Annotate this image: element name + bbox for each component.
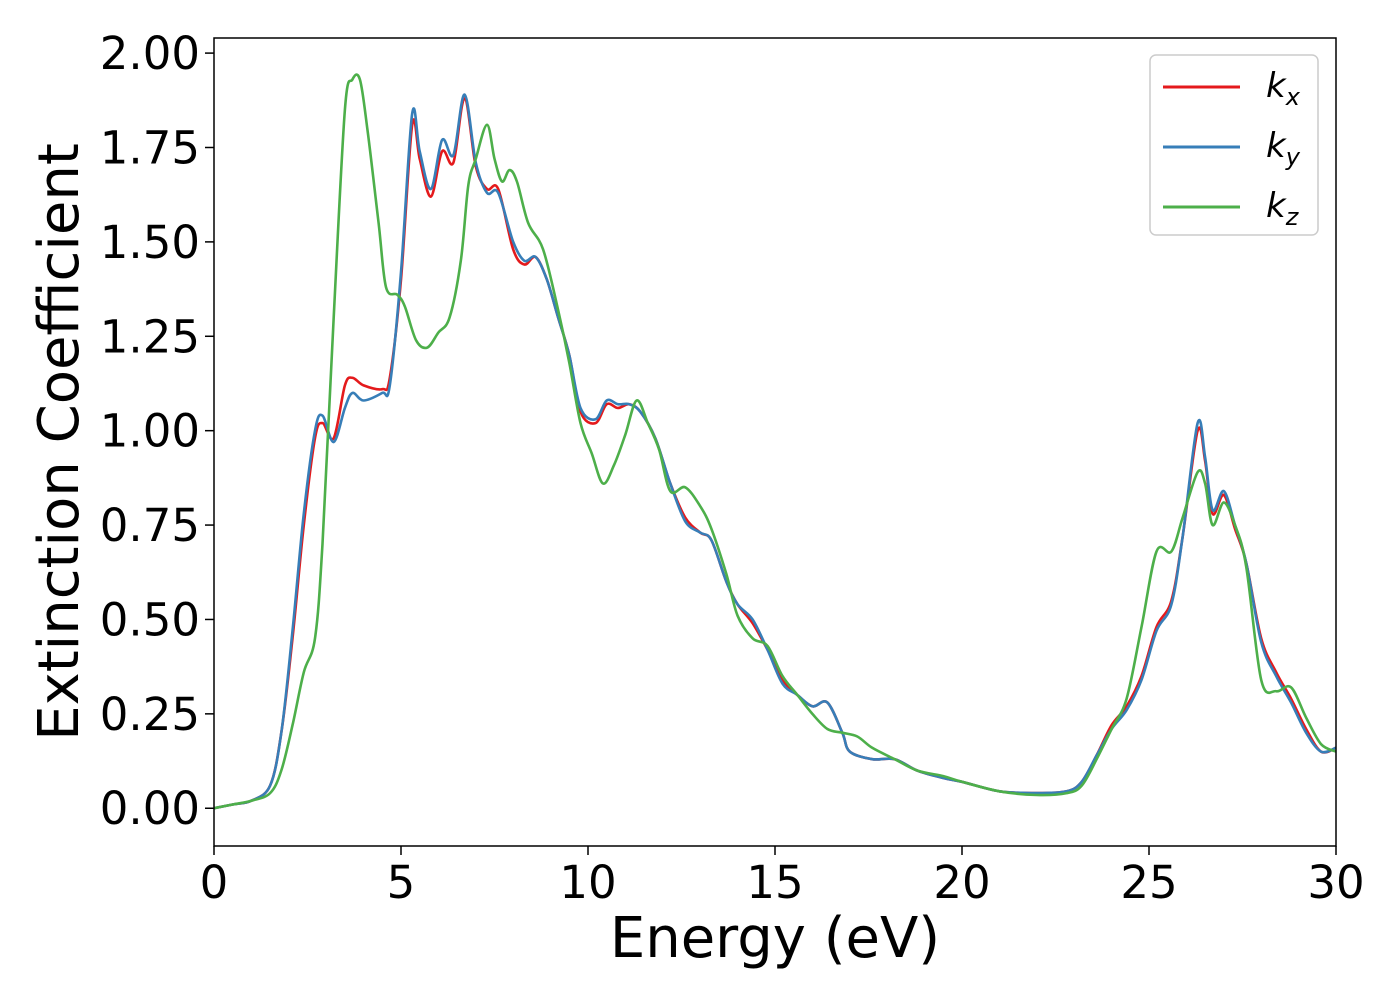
y-tick-label: 0.00: [100, 782, 200, 835]
x-axis-title: Energy (eV): [610, 906, 940, 971]
y-tick-label: 1.50: [100, 216, 200, 269]
x-tick-label: 10: [559, 856, 616, 909]
x-tick-label: 0: [200, 856, 229, 909]
x-tick-label: 5: [387, 856, 416, 909]
legend-label-kx: kx: [1266, 66, 1301, 111]
y-tick-label: 1.00: [100, 405, 200, 458]
legend-label-kz: kz: [1266, 186, 1300, 231]
series-line-ky: [214, 93, 1336, 810]
y-tick-label: 1.75: [100, 121, 200, 174]
x-axis: 0 5 10 15 20 25 30: [200, 846, 1365, 909]
y-tick-label: 1.25: [100, 310, 200, 363]
legend-box: [1149, 54, 1319, 236]
y-tick-label: 2.00: [100, 27, 200, 80]
y-tick-label: 0.25: [100, 688, 200, 741]
y-axis: 0.00 0.25 0.50 0.75 1.00 1.25 1.50 1.75 2.00: [100, 27, 214, 835]
legend: kx ky kz: [1149, 54, 1319, 236]
y-axis-title: Extinction Coefficient: [27, 143, 92, 741]
series-line-kz: [214, 73, 1336, 810]
y-tick-label: 0.75: [100, 499, 200, 552]
series-layer: [214, 73, 1336, 810]
y-tick-label: 0.50: [100, 593, 200, 646]
x-tick-label: 30: [1307, 856, 1364, 909]
x-tick-label: 25: [1120, 856, 1177, 909]
x-tick-label: 15: [746, 856, 803, 909]
legend-label-ky: ky: [1266, 126, 1301, 171]
x-tick-label: 20: [933, 856, 990, 909]
